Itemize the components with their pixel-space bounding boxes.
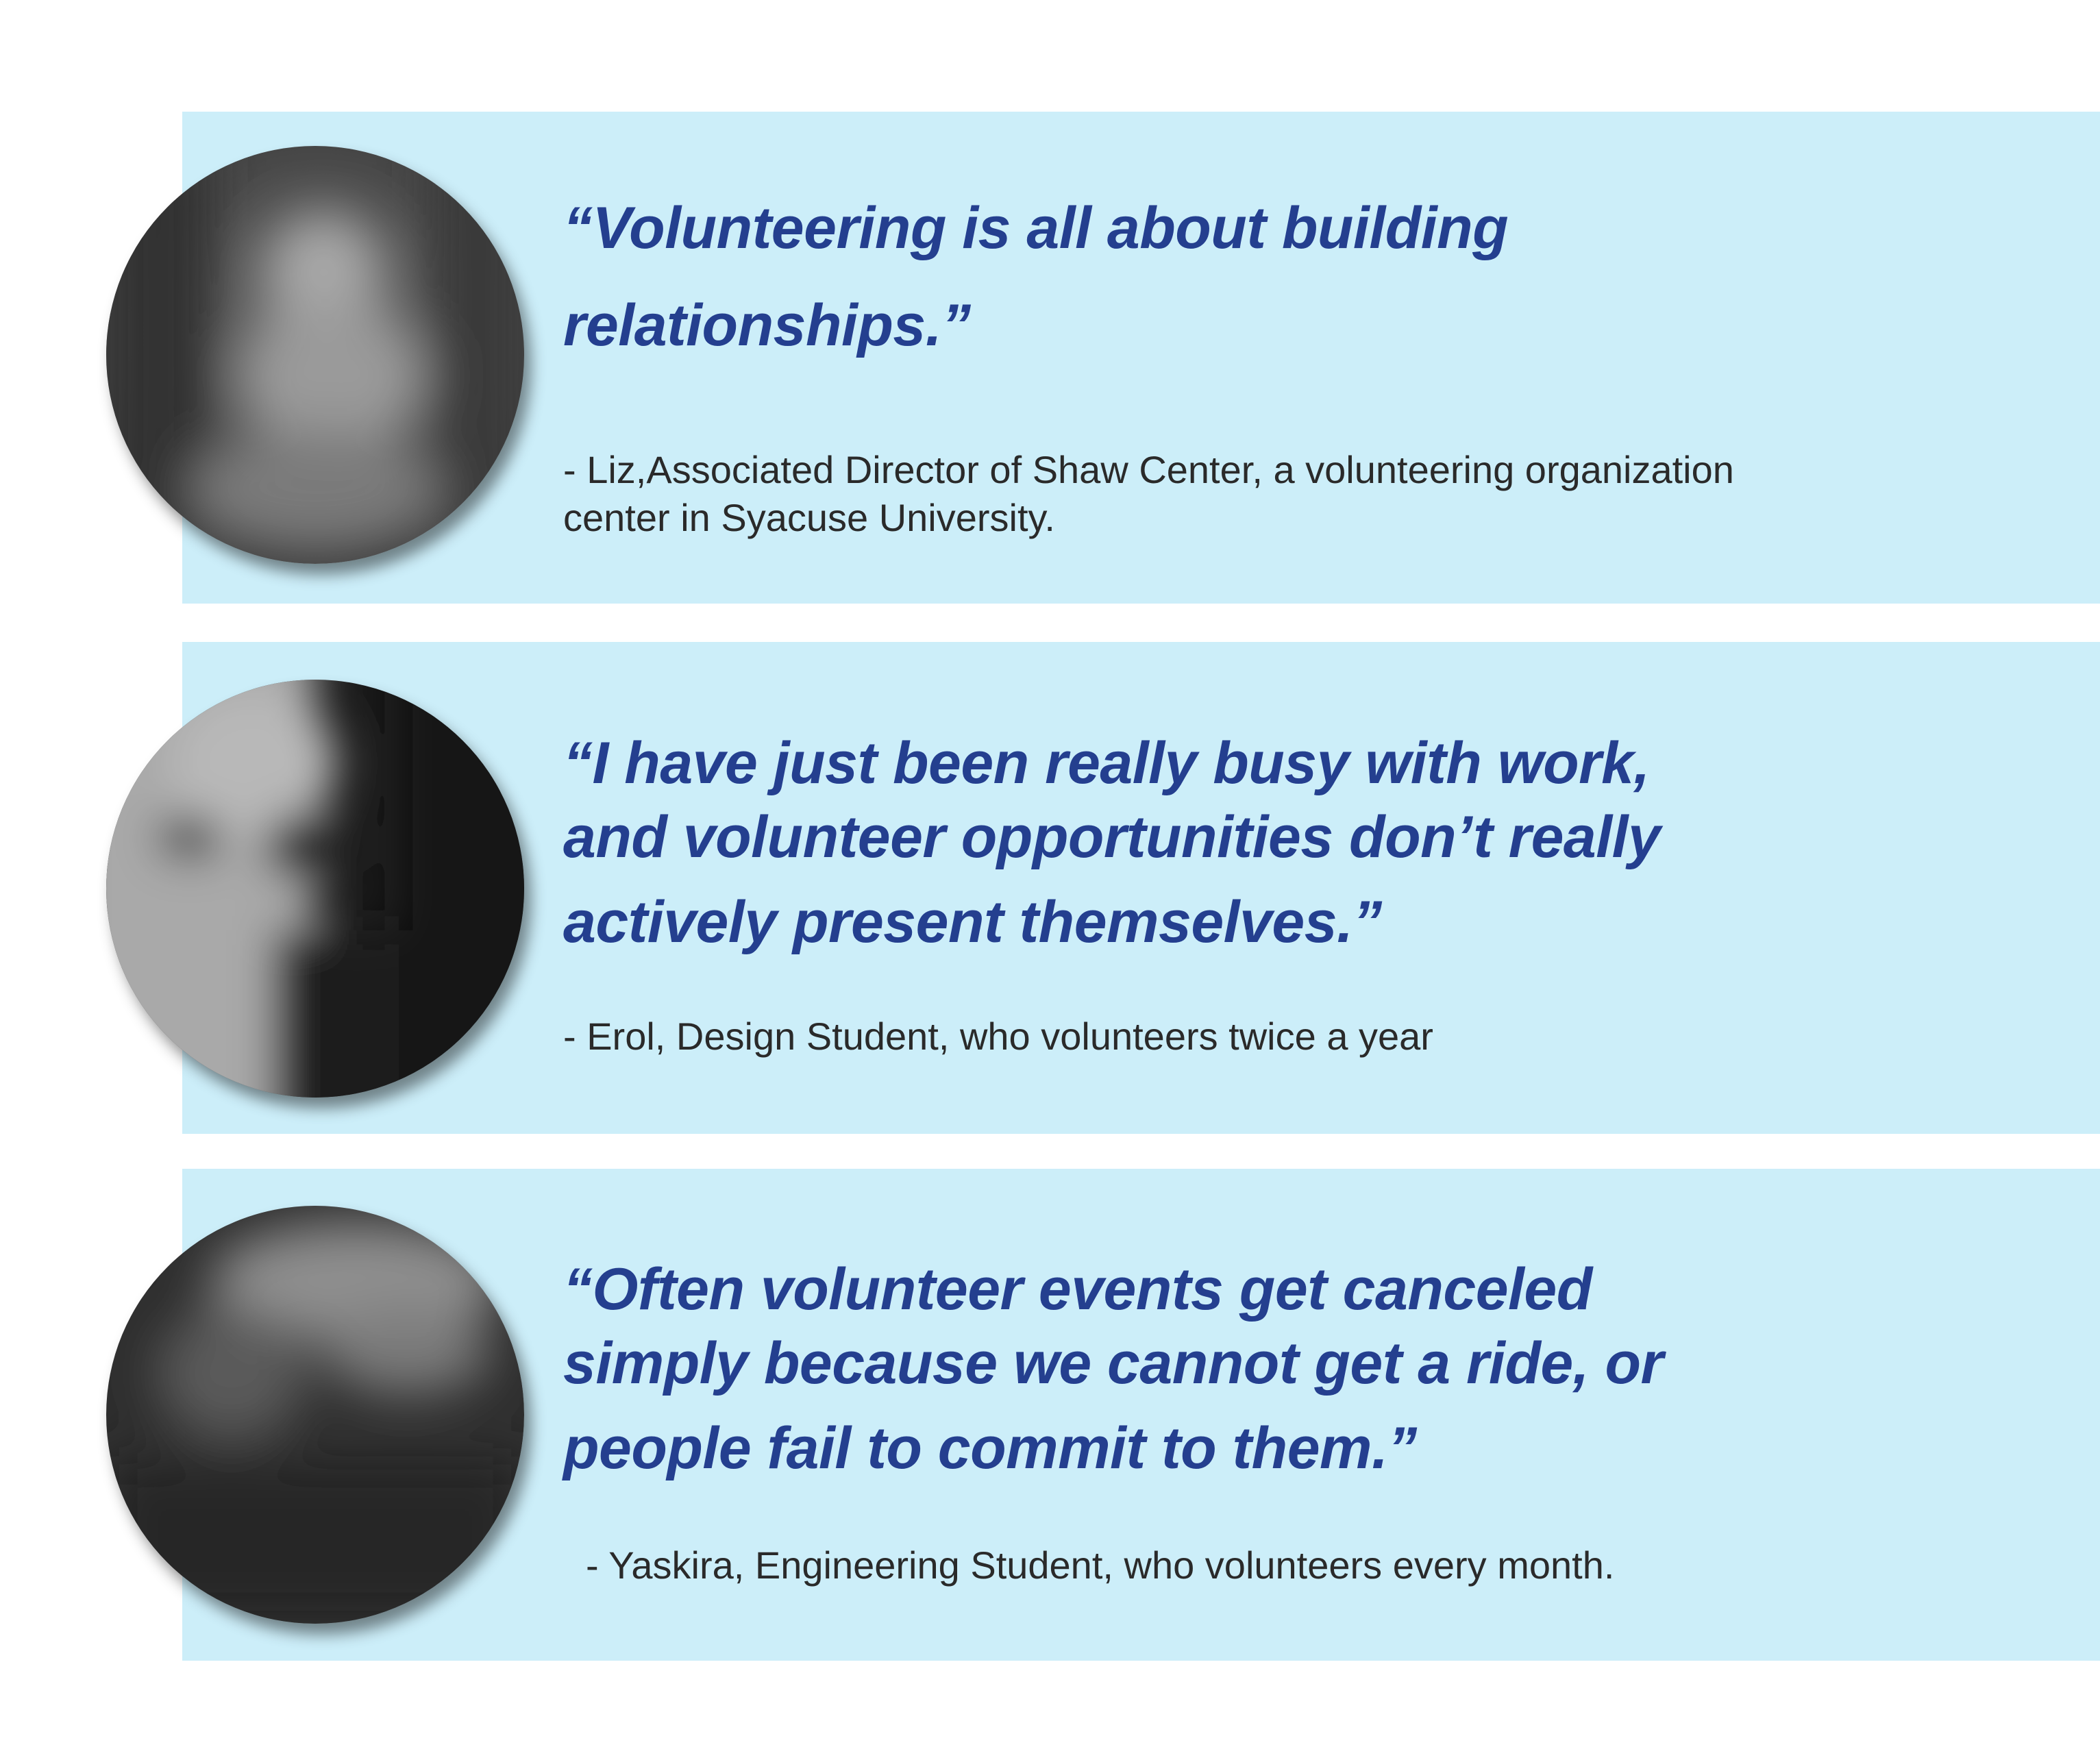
quote-line: actively present themselves.” [563, 889, 1382, 955]
testimonial-quote-1: “Volunteering is all about building rela… [563, 179, 1509, 374]
quote-line: “Volunteering is all about building [563, 195, 1509, 261]
quote-line: “Often volunteer events get canceled [563, 1256, 1592, 1322]
avatar-photo-3 [106, 1206, 524, 1624]
quote-line: “I have just been really busy with work, [563, 730, 1650, 796]
blurred-portrait-icon [106, 680, 524, 1098]
attribution-line: - Yaskira, Engineering Student, who volu… [586, 1544, 1615, 1587]
testimonial-attribution-1: - Liz,Associated Director of Shaw Center… [563, 446, 1734, 542]
blurred-portrait-icon [106, 146, 524, 564]
attribution-line: - Liz,Associated Director of Shaw Center… [563, 448, 1734, 491]
testimonial-quote-3: “Often volunteer events get canceled sim… [563, 1252, 1664, 1510]
avatar-photo-2 [106, 680, 524, 1098]
quote-line: people fail to commit to them.” [563, 1415, 1417, 1481]
quote-line: and volunteer opportunities don’t really [563, 804, 1661, 870]
testimonial-quote-2: “I have just been really busy with work,… [563, 726, 1661, 984]
quote-line: simply because we cannot get a ride, or [563, 1330, 1664, 1396]
testimonial-attribution-3: - Yaskira, Engineering Student, who volu… [586, 1541, 1614, 1589]
attribution-line: - Erol, Design Student, who volunteers t… [563, 1015, 1433, 1058]
avatar-photo-1 [106, 146, 524, 564]
testimonial-attribution-2: - Erol, Design Student, who volunteers t… [563, 1013, 1433, 1061]
blurred-portrait-icon [106, 1206, 524, 1624]
quote-line: relationships.” [563, 293, 971, 358]
attribution-line: center in Syacuse University. [563, 496, 1055, 539]
